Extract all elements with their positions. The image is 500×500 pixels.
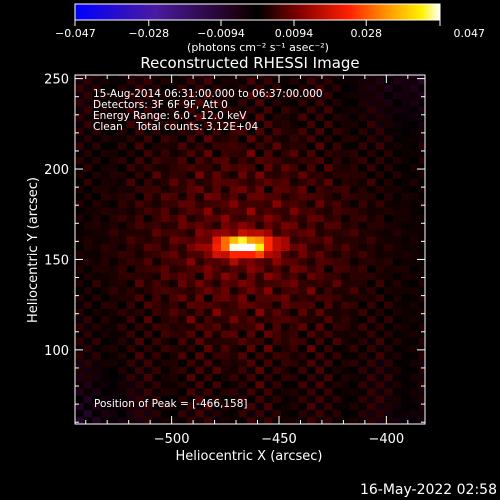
x-axis: −500 −450 −400	[85, 75, 409, 447]
timestamp: 16-May-2022 02:58	[360, 482, 497, 498]
annotation-detectors: Detectors: 3F 6F 9F, Att 0	[93, 99, 228, 111]
colorbar-tick-label: −0.028	[128, 27, 169, 40]
colorbar-ticks: −0.047 −0.028 −0.0094 0.0094 0.028 0.047	[55, 20, 485, 40]
annotation-block: 15-Aug-2014 06:31:00.000 to 06:37:00.000…	[93, 88, 323, 133]
colorbar-tick-label: −0.0094	[197, 27, 245, 40]
colorbar: −0.047 −0.028 −0.0094 0.0094 0.028 0.047 (pho…	[55, 3, 485, 54]
colorbar-tick-label: −0.047	[55, 27, 96, 40]
plot-frame	[74, 74, 426, 425]
heatmap-image	[75, 75, 425, 424]
y-axis: 100 150 200 250	[44, 73, 425, 423]
y-tick-label: 250	[44, 73, 69, 88]
x-tick-label: −400	[368, 432, 404, 447]
x-tick-label: −500	[154, 432, 190, 447]
y-tick-label: 200	[44, 163, 69, 178]
colorbar-units-label: (photons cm⁻² s⁻¹ asec⁻²)	[187, 41, 329, 54]
peak-position-label: Position of Peak = [-466,158]	[94, 398, 248, 410]
x-axis-label: Heliocentric X (arcsec)	[176, 449, 323, 464]
y-axis-label: Heliocentric Y (arcsec)	[26, 177, 41, 323]
annotation-time: 15-Aug-2014 06:31:00.000 to 06:37:00.000	[93, 88, 323, 100]
colorbar-tick-label: 0.047	[454, 27, 486, 40]
chart-title: Reconstructed RHESSI Image	[140, 54, 359, 72]
colorbar-gradient	[74, 3, 441, 21]
colorbar-tick-label: 0.028	[350, 27, 382, 40]
annotation-counts: Clean Total counts: 3.12E+04	[93, 121, 258, 133]
colorbar-tick-label: 0.0094	[275, 27, 314, 40]
annotation-energy: Energy Range: 6.0 - 12.0 keV	[93, 110, 247, 122]
x-tick-label: −450	[261, 432, 297, 447]
y-tick-label: 100	[44, 344, 69, 359]
y-tick-label: 150	[44, 253, 69, 268]
